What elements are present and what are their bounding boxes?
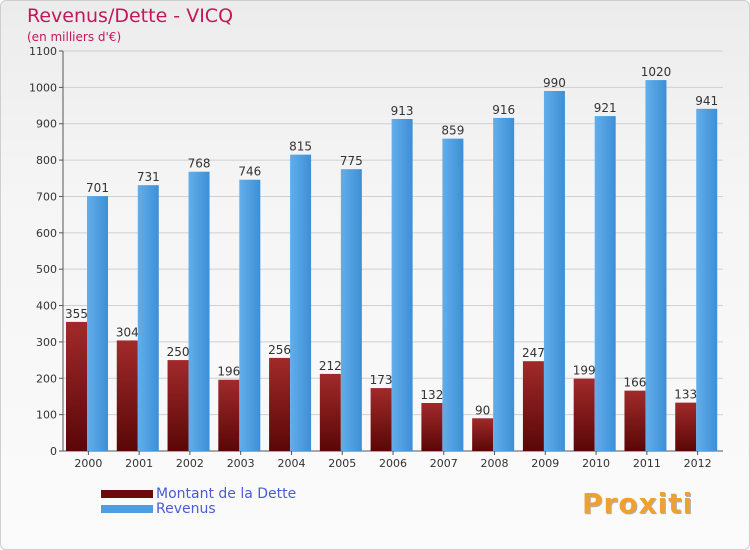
y-tick-label: 100 [36,409,57,422]
x-tick-label: 2008 [481,457,509,470]
bar-revenus [391,119,413,451]
bar-revenus [696,108,718,452]
bar-dette [218,379,240,451]
bar-revenus [239,179,261,451]
bar-dette [167,360,189,451]
data-label-dette: 132 [420,388,443,402]
bar-dette [624,390,646,451]
bar-dette [421,403,443,451]
y-tick-label: 900 [36,118,57,131]
data-label-dette: 133 [674,388,697,402]
bar-revenus [594,116,616,451]
data-label-revenus: 859 [441,124,464,138]
legend-label-revenus: Revenus [156,501,216,517]
data-label-dette: 90 [475,403,490,417]
bar-revenus [340,169,362,451]
legend-swatch-dette [101,490,153,498]
data-label-dette: 256 [268,343,291,357]
x-tick-label: 2003 [227,457,255,470]
bar-revenus [543,91,565,451]
data-label-dette: 199 [573,364,596,378]
data-label-revenus: 913 [391,104,414,118]
y-tick-label: 400 [36,300,57,313]
x-tick-label: 2005 [328,457,356,470]
bar-revenus [493,117,515,451]
data-label-revenus: 701 [86,181,109,195]
bar-revenus [137,185,159,451]
data-label-dette: 304 [116,325,139,339]
bar-revenus [645,80,667,451]
data-label-revenus: 1020 [641,65,672,79]
bar-revenus [290,154,312,452]
y-tick-label: 0 [50,445,57,458]
data-label-revenus: 941 [695,94,718,108]
proxiti-logo: Proxiti [582,487,694,520]
data-label-revenus: 921 [594,101,617,115]
x-tick-label: 2002 [176,457,204,470]
bar-revenus [442,138,464,452]
data-label-revenus: 731 [137,170,160,184]
y-tick-label: 800 [36,154,57,167]
data-label-dette: 355 [65,307,88,321]
bar-dette [472,418,494,451]
x-tick-label: 2004 [277,457,305,470]
data-label-dette: 250 [167,345,190,359]
bar-revenus [188,171,210,451]
data-label-dette: 173 [370,373,393,387]
x-tick-label: 2010 [582,457,610,470]
y-tick-label: 700 [36,190,57,203]
legend-label-dette: Montant de la Dette [156,486,297,502]
y-tick-label: 200 [36,372,57,385]
data-label-dette: 196 [217,365,240,379]
legend-swatch-revenus [101,505,153,513]
y-tick-label: 600 [36,227,57,240]
bar-dette [116,340,138,451]
bar-dette [269,357,291,451]
data-label-revenus: 916 [492,103,515,117]
data-label-dette: 212 [319,359,342,373]
x-tick-label: 2006 [379,457,407,470]
chart-subtitle: (en milliers d'€) [27,30,122,44]
bar-dette [573,378,595,451]
bar-revenus [87,196,108,451]
y-tick-label: 500 [36,263,57,276]
y-tick-label: 300 [36,336,57,349]
data-label-revenus: 775 [340,154,363,168]
x-tick-label: 2012 [684,457,712,470]
data-label-revenus: 815 [289,140,312,154]
data-label-revenus: 990 [543,76,566,90]
x-tick-label: 2011 [633,457,661,470]
x-tick-label: 2001 [125,457,153,470]
chart-title: Revenus/Dette - VICQ [27,5,234,27]
x-tick-label: 2007 [430,457,458,470]
data-label-revenus: 746 [238,165,261,179]
y-tick-label: 1000 [29,81,57,94]
y-tick-label: 1100 [29,45,57,58]
data-label-dette: 166 [624,376,647,390]
data-label-revenus: 768 [188,157,211,171]
bar-dette [66,321,87,451]
bar-dette [675,402,697,451]
bar-dette [370,388,392,451]
bar-dette [522,361,544,451]
data-label-dette: 247 [522,346,545,360]
bar-dette [319,373,341,451]
x-tick-label: 2000 [74,457,102,470]
x-tick-label: 2009 [531,457,559,470]
